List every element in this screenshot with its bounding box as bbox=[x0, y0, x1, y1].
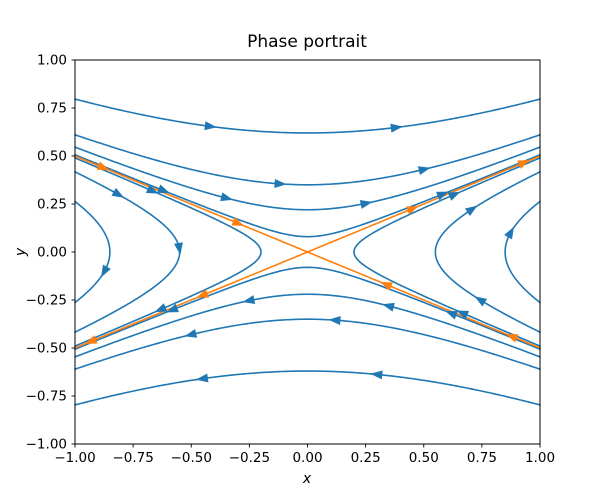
flow-arrowhead bbox=[231, 217, 245, 226]
flow-arrowhead bbox=[145, 184, 159, 194]
trajectory-curve bbox=[504, 200, 541, 304]
y-tick-label: −1.00 bbox=[26, 437, 67, 453]
x-tick-label: 0.50 bbox=[409, 450, 439, 466]
x-tick-label: 1.00 bbox=[525, 450, 555, 466]
separatrices-layer bbox=[74, 155, 541, 349]
flow-arrowhead bbox=[417, 166, 431, 175]
flow-arrowhead bbox=[184, 329, 198, 338]
y-tick-label: −0.25 bbox=[26, 293, 67, 309]
flow-arrowhead bbox=[274, 179, 287, 188]
x-tick-label: −0.25 bbox=[229, 450, 270, 466]
flow-arrowhead bbox=[204, 121, 217, 131]
x-tick-label: 0.00 bbox=[292, 450, 322, 466]
separatrix-line bbox=[306, 251, 541, 349]
trajectory-curve bbox=[74, 98, 541, 134]
flow-arrowhead bbox=[380, 281, 393, 291]
x-tick-label: −1.00 bbox=[54, 450, 95, 466]
flow-arrowhead bbox=[101, 264, 111, 278]
axis-ticks-layer: −1.00 −0.75 −0.50 −0.25 0.00 0.25 0.50 0.75 1.00… bbox=[26, 53, 555, 467]
trajectory-curve bbox=[74, 146, 541, 211]
flow-arrowhead bbox=[504, 226, 514, 240]
trajectory-curve bbox=[434, 171, 541, 333]
flow-arrows-layer bbox=[84, 121, 531, 383]
flow-arrowhead bbox=[174, 242, 183, 255]
x-tick-label: 0.75 bbox=[467, 450, 497, 466]
chart-title: Phase portrait bbox=[247, 32, 367, 52]
flow-arrowhead bbox=[84, 335, 98, 344]
x-axis-label: x bbox=[302, 471, 312, 487]
flow-arrowhead bbox=[111, 187, 125, 198]
x-tick-label: −0.50 bbox=[171, 450, 212, 466]
flow-arrowhead bbox=[465, 205, 478, 217]
flow-arrowhead bbox=[220, 192, 233, 202]
flow-arrowhead bbox=[517, 160, 531, 169]
flow-arrowhead bbox=[242, 295, 256, 304]
y-tick-label: −0.50 bbox=[26, 341, 67, 357]
flow-arrowhead bbox=[157, 184, 170, 194]
flow-arrowhead bbox=[436, 191, 449, 201]
flow-arrowhead bbox=[196, 289, 210, 298]
flow-arrowhead bbox=[359, 200, 373, 209]
x-tick-label: −0.75 bbox=[112, 450, 153, 466]
flow-arrowhead bbox=[390, 123, 403, 133]
y-tick-label: 0.00 bbox=[37, 245, 67, 261]
separatrix-line bbox=[74, 155, 309, 253]
flow-arrowhead bbox=[445, 310, 458, 320]
flow-arrowhead bbox=[405, 206, 419, 215]
trajectory-curve bbox=[74, 318, 541, 370]
trajectory-curve bbox=[74, 293, 541, 358]
y-tick-label: 0.25 bbox=[37, 197, 67, 213]
trajectory-curve bbox=[74, 153, 541, 238]
separatrix-line bbox=[74, 251, 309, 349]
y-axis-label: y bbox=[13, 247, 29, 257]
flow-arrowhead bbox=[328, 316, 341, 325]
trajectory-curve bbox=[74, 200, 111, 304]
flow-arrowhead bbox=[456, 310, 470, 320]
y-tick-label: 1.00 bbox=[37, 53, 67, 69]
flow-arrowhead bbox=[447, 191, 461, 201]
separatrix-line bbox=[306, 155, 541, 253]
y-tick-label: 0.75 bbox=[37, 101, 67, 117]
flow-arrowhead bbox=[382, 302, 395, 312]
y-tick-label: −0.75 bbox=[26, 389, 67, 405]
trajectory-curve bbox=[74, 266, 541, 351]
plot-border bbox=[74, 59, 541, 445]
y-tick-label: 0.50 bbox=[37, 149, 67, 165]
trajectory-curve bbox=[74, 370, 541, 406]
trajectory-curve bbox=[74, 134, 541, 186]
x-tick-label: 0.25 bbox=[351, 450, 381, 466]
flow-arrowhead bbox=[195, 373, 209, 383]
flow-arrowhead bbox=[370, 370, 383, 380]
flow-arrowhead bbox=[96, 161, 110, 171]
trajectories-layer bbox=[74, 98, 541, 406]
flow-arrowhead bbox=[505, 333, 519, 343]
flow-arrowhead bbox=[166, 303, 179, 313]
flow-arrowhead bbox=[154, 303, 168, 313]
flow-arrowhead bbox=[474, 296, 488, 307]
